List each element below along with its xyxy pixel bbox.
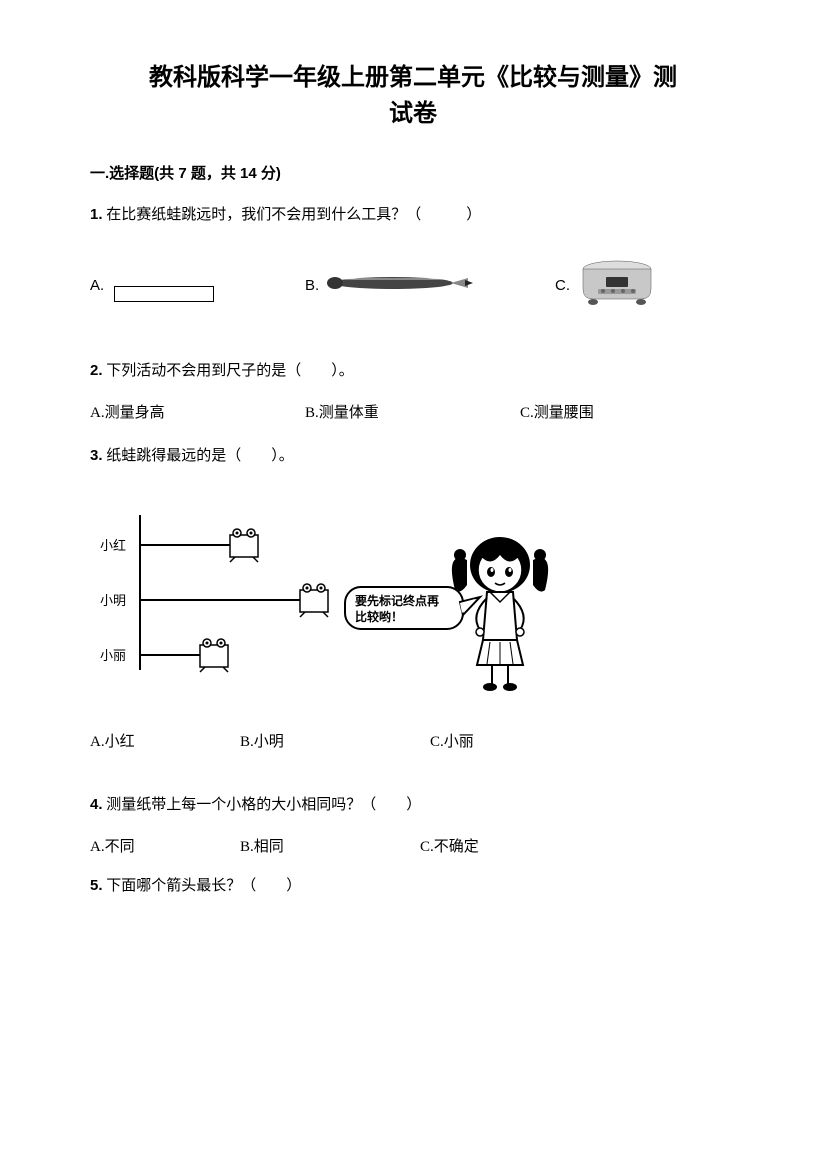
q2-text: 下列活动不会用到尺子的是（ ）。	[106, 363, 354, 379]
question-5: 5. 下面哪个箭头最长？（ ）	[90, 872, 736, 900]
question-4: 4. 测量纸带上每一个小格的大小相同吗？（ ）	[90, 791, 736, 819]
page-title: 教科版科学一年级上册第二单元《比较与测量》测 试卷	[90, 60, 736, 132]
q2-num: 2.	[90, 362, 103, 379]
q2-optA: A.测量身高	[90, 401, 305, 422]
q2-options: A.测量身高 B.测量体重 C.测量腰围	[90, 401, 736, 422]
q4-text: 测量纸带上每一个小格的大小相同吗？（ ）	[106, 797, 421, 813]
ruler-icon	[112, 278, 214, 294]
title-line2: 试卷	[389, 100, 437, 127]
q4-optB: B.相同	[240, 835, 420, 856]
q2-optC: C.测量腰围	[520, 401, 720, 422]
q4-num: 4.	[90, 796, 103, 813]
q1-options: A. B. C.	[90, 259, 736, 312]
q3-num: 3.	[90, 447, 103, 464]
title-line1: 教科版科学一年级上册第二单元《比较与测量》测	[149, 64, 677, 91]
bubble-text1: 要先标记终点再	[355, 593, 439, 608]
q1-num: 1.	[90, 206, 103, 223]
q1-text: 在比赛纸蛙跳远时，我们不会用到什么工具？（ ）	[106, 207, 481, 223]
q4-optC: C.不确定	[420, 835, 570, 856]
girl-cartoon	[452, 537, 548, 691]
diagram-name3: 小丽	[100, 648, 126, 663]
q5-num: 5.	[90, 877, 103, 894]
frog-jump-diagram: 小红 小明 小丽	[90, 495, 736, 695]
q3-optC: C.小丽	[430, 730, 580, 751]
question-2: 2. 下列活动不会用到尺子的是（ ）。	[90, 357, 736, 385]
q2-optB: B.测量体重	[305, 401, 520, 422]
q1-optA-letter: A.	[90, 277, 104, 294]
q3-optB: B.小明	[240, 730, 430, 751]
diagram-name1: 小红	[100, 538, 126, 553]
bubble-text2: 比较哟！	[355, 609, 403, 624]
diagram-name2: 小明	[100, 593, 126, 608]
pencil-icon	[323, 268, 473, 303]
q3-text: 纸蛙跳得最远的是（ ）。	[106, 448, 294, 464]
q3-options: A.小红 B.小明 C.小丽	[90, 730, 736, 751]
section-header: 一.选择题(共 7 题，共 14 分)	[90, 162, 736, 183]
question-1: 1. 在比赛纸蛙跳远时，我们不会用到什么工具？（ ）	[90, 201, 736, 229]
question-3: 3. 纸蛙跳得最远的是（ ）。	[90, 442, 736, 470]
q1-optC-letter: C.	[555, 277, 570, 294]
q3-optA: A.小红	[90, 730, 240, 751]
scale-icon	[578, 259, 656, 312]
q4-optA: A.不同	[90, 835, 240, 856]
q1-optB-letter: B.	[305, 277, 319, 294]
q4-options: A.不同 B.相同 C.不确定	[90, 835, 736, 856]
q5-text: 下面哪个箭头最长？（ ）	[106, 878, 301, 894]
